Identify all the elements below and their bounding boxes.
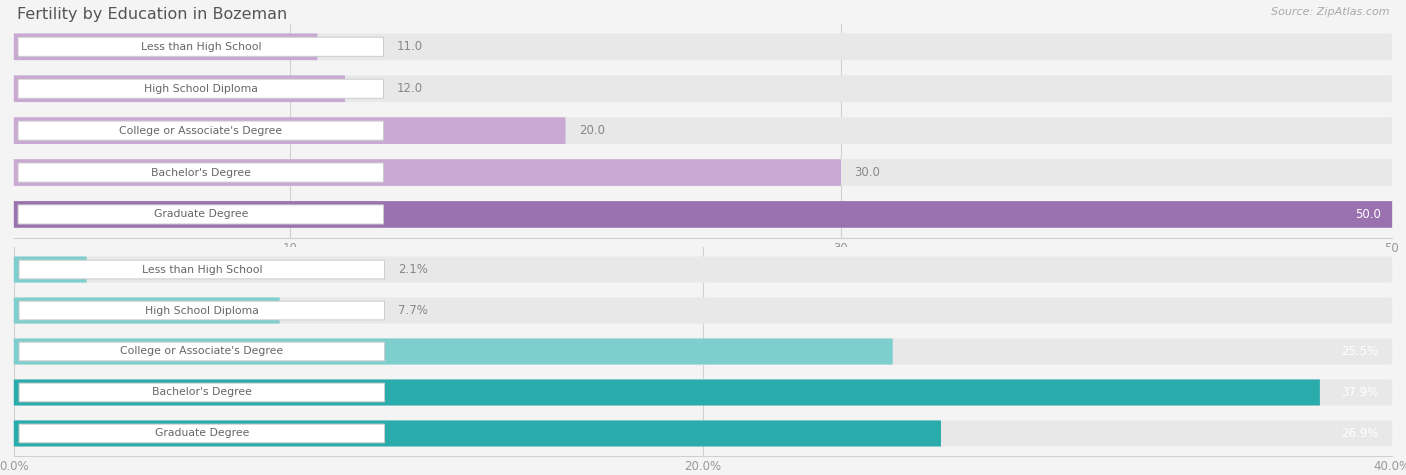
Text: 20.0: 20.0 [579,124,605,137]
FancyBboxPatch shape [20,383,384,402]
FancyBboxPatch shape [14,117,1392,144]
Text: Less than High School: Less than High School [141,42,262,52]
FancyBboxPatch shape [14,380,1392,406]
FancyBboxPatch shape [18,79,384,98]
FancyBboxPatch shape [18,121,384,140]
Text: 25.5%: 25.5% [1341,345,1378,358]
Text: 50.0: 50.0 [1355,208,1381,221]
FancyBboxPatch shape [14,297,1392,323]
FancyBboxPatch shape [14,339,893,364]
FancyBboxPatch shape [14,201,1392,228]
FancyBboxPatch shape [14,420,941,446]
FancyBboxPatch shape [20,424,384,443]
FancyBboxPatch shape [14,201,1392,228]
FancyBboxPatch shape [18,205,384,224]
FancyBboxPatch shape [14,339,1392,364]
Text: 12.0: 12.0 [396,82,423,95]
Text: 11.0: 11.0 [396,40,423,53]
Text: College or Associate's Degree: College or Associate's Degree [120,125,283,136]
Text: 26.9%: 26.9% [1341,427,1378,440]
FancyBboxPatch shape [20,342,384,361]
Text: 2.1%: 2.1% [398,263,427,276]
FancyBboxPatch shape [14,159,841,186]
Text: 30.0: 30.0 [855,166,880,179]
FancyBboxPatch shape [14,256,1392,283]
Text: Graduate Degree: Graduate Degree [155,428,249,438]
Text: Bachelor's Degree: Bachelor's Degree [152,388,252,398]
FancyBboxPatch shape [14,76,1392,102]
FancyBboxPatch shape [20,260,384,279]
FancyBboxPatch shape [14,256,87,283]
Text: Bachelor's Degree: Bachelor's Degree [150,168,250,178]
Text: High School Diploma: High School Diploma [143,84,257,94]
Text: Fertility by Education in Bozeman: Fertility by Education in Bozeman [17,7,287,22]
FancyBboxPatch shape [14,76,344,102]
Text: 37.9%: 37.9% [1341,386,1378,399]
FancyBboxPatch shape [20,301,384,320]
Text: College or Associate's Degree: College or Associate's Degree [121,346,284,357]
FancyBboxPatch shape [14,33,1392,60]
Text: Less than High School: Less than High School [142,265,262,275]
Text: High School Diploma: High School Diploma [145,305,259,315]
Text: Graduate Degree: Graduate Degree [153,209,247,219]
FancyBboxPatch shape [14,297,280,323]
FancyBboxPatch shape [14,420,1392,446]
FancyBboxPatch shape [18,37,384,57]
FancyBboxPatch shape [14,380,1320,406]
Text: Source: ZipAtlas.com: Source: ZipAtlas.com [1271,7,1389,17]
FancyBboxPatch shape [14,33,318,60]
FancyBboxPatch shape [18,163,384,182]
Text: 7.7%: 7.7% [398,304,427,317]
FancyBboxPatch shape [14,117,565,144]
FancyBboxPatch shape [14,159,1392,186]
